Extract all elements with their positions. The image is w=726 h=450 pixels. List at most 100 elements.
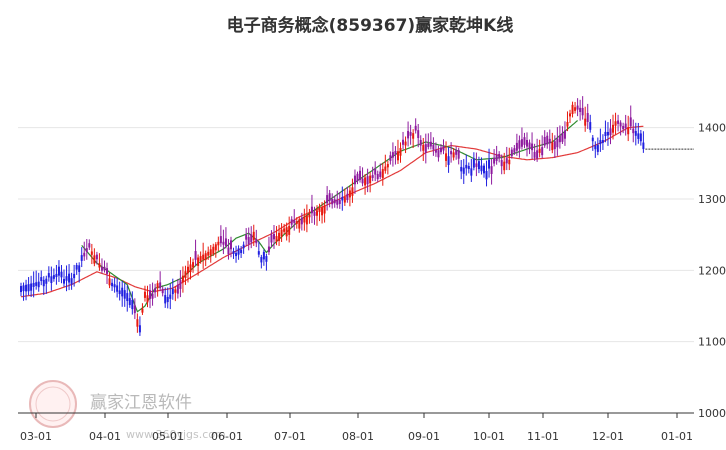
candle-body — [642, 142, 645, 150]
candle-body — [123, 290, 126, 299]
candle-body — [65, 276, 68, 281]
candle-body — [386, 164, 389, 168]
candle-body — [462, 167, 465, 174]
candle-body — [353, 175, 356, 185]
candle-body — [452, 152, 455, 158]
x-tick-label: 05-01 — [152, 430, 184, 443]
candle-body — [566, 121, 569, 127]
candle-body — [348, 190, 351, 198]
candle-body — [455, 150, 458, 155]
candle-body — [561, 133, 564, 142]
candle-body — [399, 148, 402, 156]
candle-body — [434, 149, 437, 153]
candle-body — [485, 170, 488, 180]
candle-body — [121, 287, 124, 297]
candle-body — [528, 142, 531, 149]
candle-body — [40, 277, 43, 282]
candle-body — [199, 256, 202, 262]
candle-body — [164, 295, 167, 304]
candle-body — [45, 278, 48, 284]
candle-body — [599, 140, 602, 145]
candle-body — [316, 210, 319, 216]
candle-body — [156, 283, 159, 289]
candle-body — [432, 144, 435, 150]
candle-body — [505, 158, 508, 164]
candle-body — [450, 151, 453, 155]
candle-body — [460, 166, 463, 172]
candle-body — [222, 241, 225, 245]
candle-body — [55, 273, 58, 278]
y-axis-tick-labels: 1000 1100 1200 1300 1400 — [698, 122, 726, 420]
y-tick-label: 1400 — [698, 122, 726, 135]
candle-body — [475, 163, 478, 167]
candle-body — [538, 148, 541, 153]
candle-body — [300, 217, 303, 225]
chart-title: 电子商务概念(859367)赢家乾坤K线 — [227, 15, 514, 36]
candle-body — [394, 150, 397, 155]
candle-body — [240, 249, 243, 254]
candle-body — [181, 275, 184, 283]
candle-body — [176, 284, 179, 294]
candle-body — [389, 155, 392, 161]
candle-body — [197, 257, 200, 266]
candle-body — [113, 284, 116, 288]
candle-body — [68, 273, 71, 283]
candle-body — [531, 143, 534, 151]
x-tick-label: 07-01 — [274, 430, 306, 443]
candle-body — [574, 107, 577, 111]
candle-body — [553, 141, 556, 150]
x-tick-label: 10-01 — [473, 430, 505, 443]
x-tick-label: 08-01 — [342, 430, 374, 443]
candle-body — [98, 263, 101, 268]
candle-body — [526, 139, 528, 147]
candle-body — [128, 298, 131, 306]
candle-body — [343, 197, 346, 203]
candle-body — [78, 265, 81, 272]
candle-body — [346, 193, 349, 201]
candle-body — [543, 136, 546, 146]
candle-body — [404, 141, 407, 146]
candle-body — [591, 137, 594, 142]
candle-body — [83, 252, 86, 257]
candle-body — [409, 132, 412, 136]
candle-body — [369, 175, 372, 184]
candle-body — [275, 236, 278, 242]
candle-body — [402, 139, 405, 145]
candle-body — [579, 107, 582, 112]
candle-body — [174, 289, 177, 293]
candle-body — [632, 128, 635, 134]
candle-body — [536, 150, 539, 159]
y-tick-label: 1000 — [698, 407, 726, 420]
candle-body — [229, 240, 232, 250]
candle-body — [490, 166, 493, 174]
candle-body — [100, 266, 103, 271]
candle-body — [88, 243, 91, 248]
candle-body — [374, 168, 377, 175]
candle-body — [627, 127, 630, 135]
candle-body — [50, 276, 53, 284]
candle-body — [303, 216, 306, 223]
candle-body — [606, 131, 609, 136]
candle-body — [634, 131, 637, 136]
candle-body — [35, 282, 38, 286]
candle-body — [533, 151, 536, 158]
x-axis — [18, 412, 694, 418]
candle-body — [267, 246, 270, 253]
candle-body — [359, 170, 362, 180]
candle-body — [75, 265, 78, 270]
candle-body — [186, 266, 189, 274]
candle-body — [37, 281, 40, 288]
watermark-url: www.360yjgs.com — [126, 428, 226, 441]
candle-body — [194, 251, 197, 260]
candle-body — [224, 238, 227, 247]
watermark-seal-icon — [29, 380, 77, 428]
candle-body — [30, 283, 33, 291]
candle-body — [108, 278, 111, 286]
candle-body — [495, 154, 498, 161]
candle-body — [563, 130, 566, 139]
candle-body — [103, 266, 106, 271]
candle-body — [42, 279, 45, 287]
candle-body — [118, 290, 121, 295]
candle-body — [493, 157, 496, 164]
candle-body — [32, 282, 35, 287]
